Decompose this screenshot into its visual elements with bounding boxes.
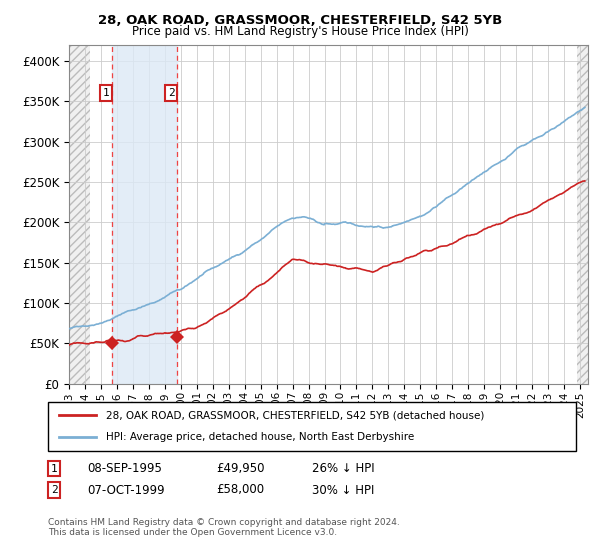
- Text: 30% ↓ HPI: 30% ↓ HPI: [312, 483, 374, 497]
- Text: 2: 2: [168, 88, 175, 98]
- Text: 08-SEP-1995: 08-SEP-1995: [87, 462, 162, 475]
- FancyBboxPatch shape: [48, 402, 576, 451]
- Text: 07-OCT-1999: 07-OCT-1999: [87, 483, 164, 497]
- Text: 1: 1: [103, 88, 110, 98]
- Bar: [577, 45, 588, 384]
- Text: 28, OAK ROAD, GRASSMOOR, CHESTERFIELD, S42 5YB (detached house): 28, OAK ROAD, GRASSMOOR, CHESTERFIELD, S…: [106, 410, 484, 421]
- Text: 2: 2: [50, 485, 58, 495]
- Text: 26% ↓ HPI: 26% ↓ HPI: [312, 462, 374, 475]
- Text: Price paid vs. HM Land Registry's House Price Index (HPI): Price paid vs. HM Land Registry's House …: [131, 25, 469, 38]
- Bar: [69, 45, 90, 384]
- Text: HPI: Average price, detached house, North East Derbyshire: HPI: Average price, detached house, Nort…: [106, 432, 415, 442]
- Bar: [112, 45, 177, 384]
- Text: Contains HM Land Registry data © Crown copyright and database right 2024.
This d: Contains HM Land Registry data © Crown c…: [48, 518, 400, 538]
- Text: £58,000: £58,000: [216, 483, 264, 497]
- Text: £49,950: £49,950: [216, 462, 265, 475]
- Text: 28, OAK ROAD, GRASSMOOR, CHESTERFIELD, S42 5YB: 28, OAK ROAD, GRASSMOOR, CHESTERFIELD, S…: [98, 14, 502, 27]
- Text: 1: 1: [50, 464, 58, 474]
